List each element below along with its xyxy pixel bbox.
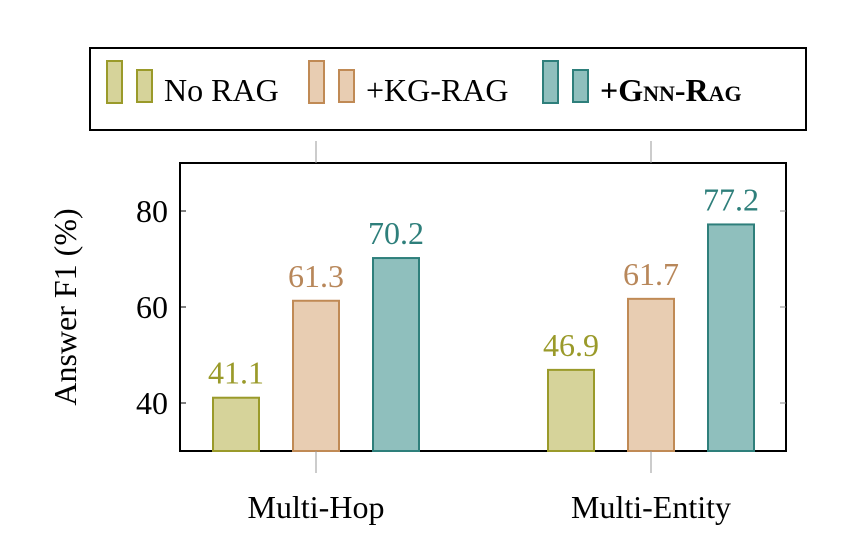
- legend-swatch: [542, 60, 559, 104]
- bar: [547, 368, 595, 453]
- bar-value-label: 61.7: [623, 256, 679, 292]
- legend-swatch: [136, 69, 153, 103]
- x-tick-label: Multi-Entity: [571, 489, 731, 525]
- bar: [212, 396, 260, 452]
- plot-frame: [179, 162, 787, 452]
- legend-swatch: [106, 60, 123, 104]
- y-tick-label: 80: [136, 193, 168, 229]
- legend-label: No RAG: [164, 72, 279, 108]
- legend: No RAG +KG-RAG +Gnn-Rag: [89, 47, 807, 131]
- legend-swatch: [572, 69, 589, 103]
- legend-swatch: [338, 69, 355, 103]
- y-tick-label: 60: [136, 289, 168, 325]
- legend-box: [89, 47, 807, 131]
- bar-value-label: 41.1: [208, 355, 264, 391]
- legend-label: +KG-RAG: [366, 72, 508, 108]
- x-tick-label: Multi-Hop: [248, 489, 385, 525]
- y-tick-label: 40: [136, 385, 168, 421]
- legend-swatch: [308, 60, 325, 104]
- plot-area: 40 60 80 41.1 61.3 70.2 46.9 61.7 77.2: [136, 162, 787, 453]
- y-axis-label: Answer F1 (%): [47, 208, 83, 405]
- bar-value-label: 77.2: [703, 181, 759, 217]
- bar-value-label: 61.3: [288, 258, 344, 294]
- bar: [292, 299, 340, 453]
- bar: [627, 297, 675, 452]
- legend-label: +Gnn-Rag: [600, 72, 742, 108]
- bar-value-label: 70.2: [368, 215, 424, 251]
- bar: [707, 223, 755, 452]
- bar: [372, 257, 420, 453]
- bar-value-label: 46.9: [543, 327, 599, 363]
